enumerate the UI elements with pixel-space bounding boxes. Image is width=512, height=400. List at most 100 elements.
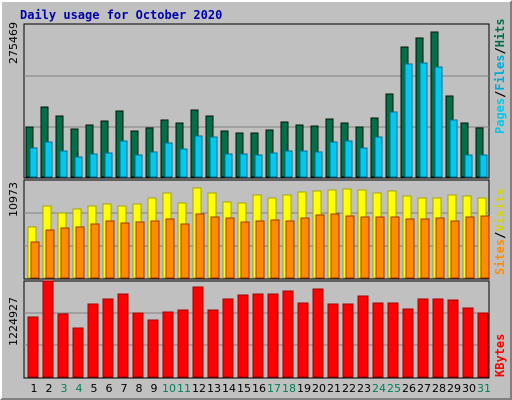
day-label-1: 1 bbox=[31, 382, 38, 395]
bar-sites-day-13 bbox=[210, 216, 220, 279]
bar-files-day-6 bbox=[104, 152, 113, 178]
bar-files-day-13 bbox=[209, 136, 218, 178]
x-axis-day-labels: 1 2 3 4 5 6 7 8 9 10 11 12 13 14 15 16 17 18 19 20 21 22 23 24 2… bbox=[31, 382, 492, 395]
bar-files-day-21 bbox=[329, 141, 338, 178]
bar-files-day-26 bbox=[404, 63, 413, 178]
bar-sites-day-3 bbox=[60, 227, 70, 279]
panel-hits-legend: Pages/Files/Hits bbox=[493, 18, 507, 134]
chart-title: Daily usage for October 2020 bbox=[20, 8, 223, 22]
day-label-19: 19 bbox=[297, 382, 311, 395]
bar-sites-day-17 bbox=[270, 219, 280, 279]
bar-kbytes-day-17 bbox=[267, 293, 279, 378]
day-label-12: 12 bbox=[192, 382, 206, 395]
bar-files-day-3 bbox=[59, 150, 68, 178]
bar-sites-day-24 bbox=[375, 216, 385, 279]
bar-kbytes-day-15 bbox=[237, 294, 249, 378]
bar-files-day-22 bbox=[344, 140, 353, 178]
bar-sites-day-23 bbox=[360, 216, 370, 279]
bar-sites-day-20 bbox=[315, 214, 325, 279]
legend-files: Files bbox=[493, 55, 507, 91]
day-label-7: 7 bbox=[121, 382, 128, 395]
day-label-30: 30 bbox=[462, 382, 476, 395]
bar-kbytes-day-31 bbox=[477, 312, 489, 378]
legend-sep-2: / bbox=[493, 47, 507, 54]
bar-kbytes-day-9 bbox=[147, 319, 159, 378]
bar-kbytes-day-18 bbox=[282, 290, 294, 378]
bar-kbytes-day-19 bbox=[297, 302, 309, 378]
bar-files-day-5 bbox=[89, 153, 98, 178]
bar-kbytes-day-10 bbox=[162, 311, 174, 378]
legend-sites: Sites bbox=[493, 239, 507, 275]
bar-files-day-7 bbox=[119, 140, 128, 178]
bar-sites-day-15 bbox=[240, 221, 250, 279]
bar-kbytes-day-25 bbox=[387, 302, 399, 378]
legend-hits: Hits bbox=[493, 18, 507, 47]
bar-kbytes-day-16 bbox=[252, 293, 264, 378]
day-label-23: 23 bbox=[357, 382, 371, 395]
panel-hits-files-pages: 275469 Pages/Files/Hits bbox=[7, 18, 507, 179]
bar-files-day-31 bbox=[479, 154, 488, 178]
bar-files-day-29 bbox=[449, 119, 458, 178]
bar-sites-day-26 bbox=[405, 218, 415, 279]
bar-sites-day-5 bbox=[90, 223, 100, 279]
bar-files-day-11 bbox=[179, 148, 188, 178]
day-label-31: 31 bbox=[477, 382, 491, 395]
panel-visits-legend: Sites/Visits bbox=[493, 188, 507, 275]
legend-visits: Visits bbox=[493, 188, 507, 231]
panel-kbytes-legend: KBytes bbox=[493, 334, 507, 377]
bar-files-day-4 bbox=[74, 156, 83, 178]
bar-files-day-20 bbox=[314, 151, 323, 178]
panel-hits-bars bbox=[25, 31, 488, 178]
day-label-3: 3 bbox=[61, 382, 68, 395]
bar-kbytes-day-24 bbox=[372, 302, 384, 378]
panel-kbytes-bars bbox=[27, 280, 489, 378]
bar-kbytes-day-11 bbox=[177, 309, 189, 378]
day-label-21: 21 bbox=[327, 382, 341, 395]
bar-files-day-1 bbox=[29, 147, 38, 178]
bar-files-day-16 bbox=[254, 154, 263, 178]
bar-sites-day-30 bbox=[465, 216, 475, 279]
bar-sites-day-10 bbox=[165, 218, 175, 279]
bar-files-day-10 bbox=[164, 142, 173, 178]
day-label-14: 14 bbox=[222, 382, 236, 395]
bar-sites-day-16 bbox=[255, 220, 265, 279]
bar-files-day-2 bbox=[44, 141, 53, 178]
bar-sites-day-1 bbox=[30, 241, 40, 279]
day-label-5: 5 bbox=[91, 382, 98, 395]
bar-kbytes-day-27 bbox=[417, 298, 429, 378]
day-label-9: 9 bbox=[151, 382, 158, 395]
bar-kbytes-day-23 bbox=[357, 295, 369, 378]
bar-files-day-14 bbox=[224, 153, 233, 178]
bar-sites-day-19 bbox=[300, 217, 310, 279]
bar-kbytes-day-30 bbox=[462, 307, 474, 378]
bar-kbytes-day-4 bbox=[72, 327, 84, 378]
legend-pages: Pages bbox=[493, 98, 507, 134]
bar-sites-day-9 bbox=[150, 220, 160, 279]
day-label-11: 11 bbox=[177, 382, 191, 395]
bar-sites-day-21 bbox=[330, 213, 340, 279]
bar-files-day-23 bbox=[359, 147, 368, 178]
bar-sites-day-28 bbox=[435, 217, 445, 279]
panel-hits-max-label: 275469 bbox=[7, 22, 20, 64]
bar-files-day-24 bbox=[374, 136, 383, 178]
bar-kbytes-day-13 bbox=[207, 309, 219, 378]
bar-kbytes-day-21 bbox=[327, 303, 339, 378]
bar-kbytes-day-12 bbox=[192, 286, 204, 378]
bar-files-day-15 bbox=[239, 153, 248, 178]
bar-files-day-17 bbox=[269, 152, 278, 178]
day-label-27: 27 bbox=[417, 382, 431, 395]
day-label-6: 6 bbox=[106, 382, 113, 395]
day-label-15: 15 bbox=[237, 382, 251, 395]
day-label-17: 17 bbox=[267, 382, 281, 395]
bar-sites-day-2 bbox=[45, 229, 55, 279]
day-label-18: 18 bbox=[282, 382, 296, 395]
panel-kbytes-max-label: 1224927 bbox=[7, 297, 20, 346]
bar-kbytes-day-1 bbox=[27, 316, 39, 378]
bar-kbytes-day-6 bbox=[102, 298, 114, 378]
day-label-13: 13 bbox=[207, 382, 221, 395]
bar-files-day-8 bbox=[134, 154, 143, 178]
bar-sites-day-8 bbox=[135, 221, 145, 279]
bar-files-day-25 bbox=[389, 111, 398, 178]
day-label-29: 29 bbox=[447, 382, 461, 395]
